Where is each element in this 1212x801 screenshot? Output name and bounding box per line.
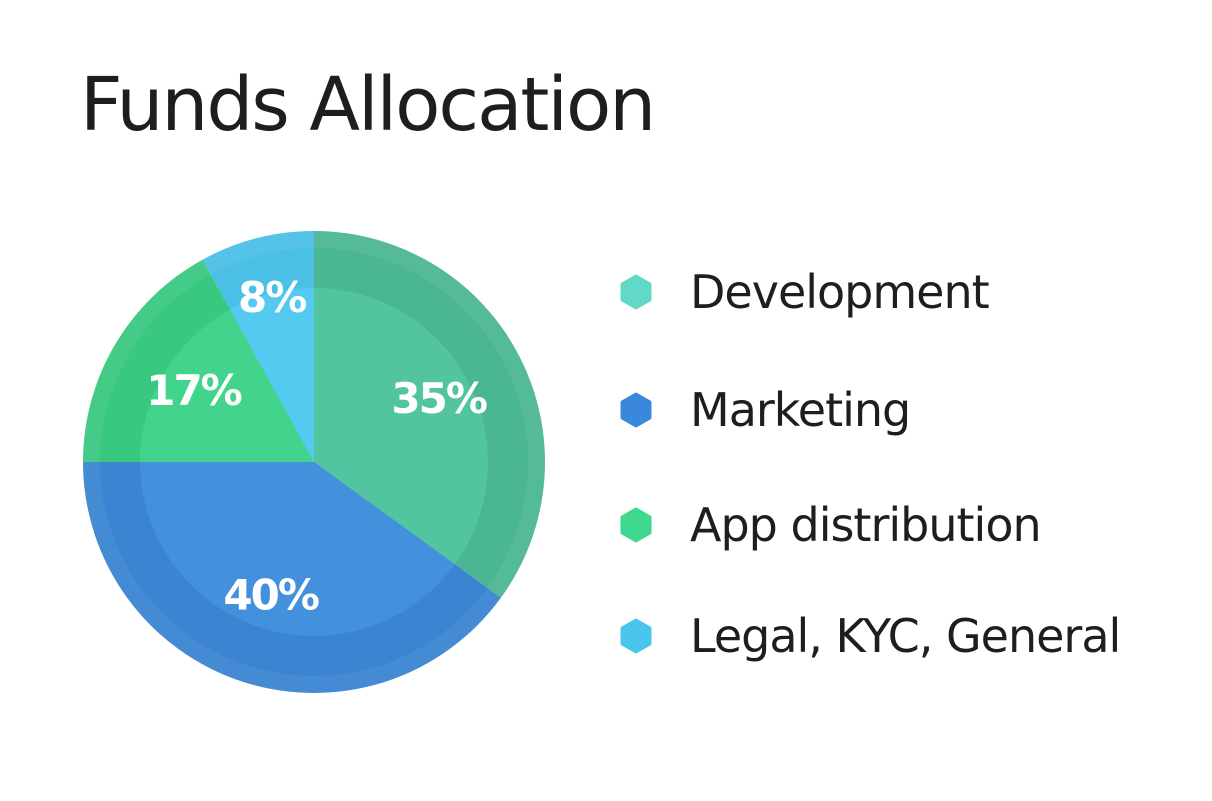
legend-item-app-distribution: App distribution: [618, 495, 1042, 555]
chart-title: Funds Allocation: [80, 62, 656, 148]
slice-label-legal-kyc-general: 8%: [238, 273, 306, 322]
slice-label-marketing: 40%: [223, 571, 318, 620]
hexagon-icon: [620, 618, 652, 654]
legend-label: Marketing: [690, 383, 911, 437]
legend-item-development: Development: [618, 262, 990, 322]
pie-rim: [66, 214, 562, 710]
legend-label: Development: [690, 265, 990, 319]
legend-item-marketing: Marketing: [618, 380, 911, 440]
pie-slice-inner-app-distribution: [140, 309, 314, 462]
hexagon-icon: [620, 392, 652, 428]
legend-label: Legal, KYC, General: [690, 609, 1121, 663]
legend-item-legal-kyc-general: Legal, KYC, General: [618, 606, 1121, 666]
slice-label-app-distribution: 17%: [146, 366, 241, 415]
pie-slice-inner-marketing: [140, 462, 455, 636]
legend-label: App distribution: [690, 498, 1042, 552]
pie-slice-inner-legal-kyc-general: [230, 288, 314, 462]
slice-label-development: 35%: [391, 374, 486, 423]
pie-slice-inner-development: [314, 288, 488, 565]
hexagon-icon: [620, 274, 652, 310]
hexagon-icon: [620, 507, 652, 543]
